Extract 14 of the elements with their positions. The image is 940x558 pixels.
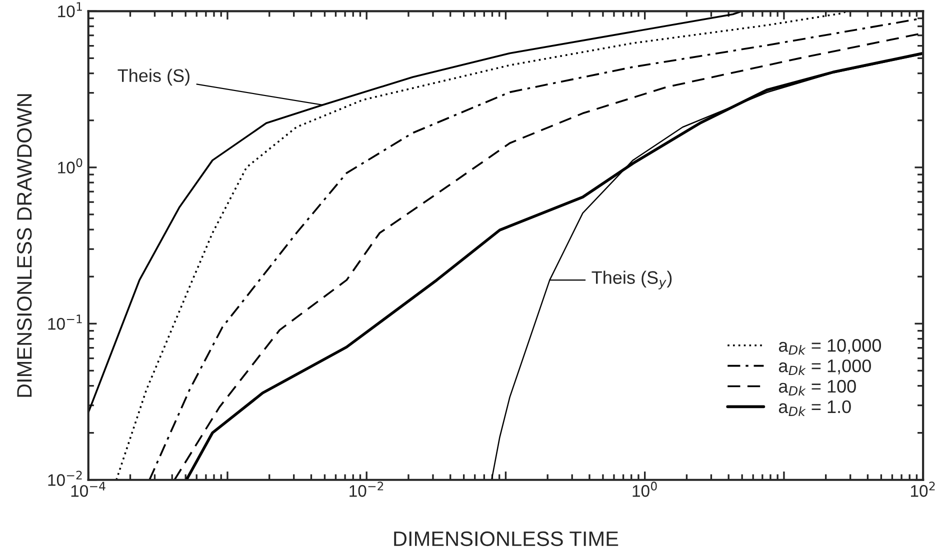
y-tick-label: 10$^{1}$	[58, 2, 82, 18]
annotation: Theis (S$_{y}$)	[592, 270, 672, 290]
legend-label: a$_{Dk}$ = 1,000	[778, 359, 871, 376]
legend-label: a$_{Dk}$ = 10,000	[778, 339, 882, 355]
y-tick-label: 10$^{0}$	[58, 158, 82, 174]
legend-label: a$_{Dk}$ = 1.0	[778, 400, 851, 416]
annotation: Theis (S)	[118, 68, 190, 86]
y-tick-label: 10$^{−1}$	[48, 314, 82, 330]
x-tick-label: 10$^{0}$	[632, 482, 657, 497]
y-axis-title: DIMENSIONLESS DRAWDOWN	[17, 94, 32, 397]
x-tick-label: 10$^{2}$	[911, 482, 935, 497]
x-tick-label: 10$^{−2}$	[350, 482, 384, 497]
legend-label: a$_{Dk}$ = 100	[778, 380, 856, 396]
x-axis-title: DIMENSIONLESS TIME	[394, 531, 618, 546]
